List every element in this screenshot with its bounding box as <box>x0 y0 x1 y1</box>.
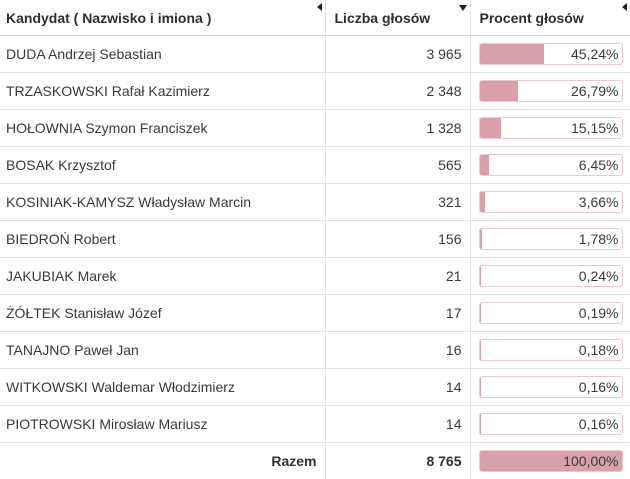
percent-bar: 100,00% <box>478 450 623 472</box>
percent-value: 0,18% <box>578 342 619 358</box>
percent-value: 26,79% <box>571 83 619 99</box>
percent-value: 45,24% <box>571 46 619 62</box>
percent-value: 0,16% <box>578 379 619 395</box>
vote-count: 14 <box>325 405 471 443</box>
table-row: HOŁOWNIA Szymon Franciszek 1 328 15,15% <box>0 109 630 147</box>
total-label: Razem <box>0 442 326 479</box>
header-votes[interactable]: Liczba głosów <box>325 0 471 36</box>
vote-count: 565 <box>325 146 471 184</box>
percent-bar: 1,78% <box>478 228 623 250</box>
header-candidate-label: Kandydat ( Nazwisko i imiona ) <box>6 9 212 26</box>
total-votes: 8 765 <box>325 442 471 479</box>
percent-bar: 0,24% <box>478 265 623 287</box>
header-row: Kandydat ( Nazwisko i imiona ) Liczba gł… <box>0 0 630 36</box>
percent-cell: 15,15% <box>470 109 630 147</box>
vote-count: 14 <box>325 368 471 406</box>
table-row: KOSINIAK-KAMYSZ Władysław Marcin 321 3,66% <box>0 183 630 221</box>
vote-count: 2 348 <box>325 72 471 110</box>
total-percent-cell: 100,00% <box>470 442 630 479</box>
table-row: BOSAK Krzysztof 565 6,45% <box>0 146 630 184</box>
sort-left-icon[interactable] <box>316 3 322 11</box>
header-percent-label: Procent głosów <box>479 9 584 26</box>
candidate-name: TANAJNO Paweł Jan <box>0 331 326 369</box>
header-percent[interactable]: Procent głosów <box>470 0 630 36</box>
percent-bar: 0,18% <box>478 339 623 361</box>
vote-count: 17 <box>325 294 471 332</box>
table-row: TRZASKOWSKI Rafał Kazimierz 2 348 26,79% <box>0 72 630 110</box>
percent-bar-fill <box>479 192 485 212</box>
percent-bar: 45,24% <box>478 43 623 65</box>
percent-bar: 26,79% <box>478 80 623 102</box>
table-row: BIEDROŃ Robert 156 1,78% <box>0 220 630 258</box>
percent-bar-fill <box>479 451 622 471</box>
candidate-name: KOSINIAK-KAMYSZ Władysław Marcin <box>0 183 326 221</box>
percent-value: 1,78% <box>578 231 619 247</box>
candidate-name: JAKUBIAK Marek <box>0 257 326 295</box>
percent-bar-fill <box>479 229 483 249</box>
table-row: DUDA Andrzej Sebastian 3 965 45,24% <box>0 35 630 73</box>
vote-count: 156 <box>325 220 471 258</box>
percent-cell: 0,16% <box>470 368 630 406</box>
percent-cell: 1,78% <box>470 220 630 258</box>
percent-cell: 0,24% <box>470 257 630 295</box>
percent-bar: 0,16% <box>478 376 623 398</box>
vote-count: 1 328 <box>325 109 471 147</box>
candidate-name: HOŁOWNIA Szymon Franciszek <box>0 109 326 147</box>
total-row: Razem 8 765 100,00% <box>0 442 630 479</box>
percent-bar-fill <box>479 81 518 101</box>
percent-bar: 3,66% <box>478 191 623 213</box>
total-percent: 100,00% <box>563 453 619 469</box>
percent-bar-fill <box>479 44 544 64</box>
table-row: PIOTROWSKI Mirosław Mariusz 14 0,16% <box>0 405 630 443</box>
percent-cell: 0,19% <box>470 294 630 332</box>
sort-desc-icon[interactable] <box>458 5 467 11</box>
vote-count: 21 <box>325 257 471 295</box>
percent-bar: 6,45% <box>478 154 623 176</box>
percent-value: 3,66% <box>578 194 619 210</box>
percent-bar-fill <box>479 155 489 175</box>
percent-cell: 26,79% <box>470 72 630 110</box>
candidate-name: TRZASKOWSKI Rafał Kazimierz <box>0 72 326 110</box>
table-row: ŻÓŁTEK Stanisław Józef 17 0,19% <box>0 294 630 332</box>
table-row: JAKUBIAK Marek 21 0,24% <box>0 257 630 295</box>
percent-cell: 0,18% <box>470 331 630 369</box>
header-candidate[interactable]: Kandydat ( Nazwisko i imiona ) <box>0 0 326 36</box>
candidate-name: DUDA Andrzej Sebastian <box>0 35 326 73</box>
percent-bar: 0,19% <box>478 302 623 324</box>
candidate-name: BOSAK Krzysztof <box>0 146 326 184</box>
percent-value: 0,16% <box>578 416 619 432</box>
percent-cell: 45,24% <box>470 35 630 73</box>
candidate-name: PIOTROWSKI Mirosław Mariusz <box>0 405 326 443</box>
percent-cell: 6,45% <box>470 146 630 184</box>
percent-bar-fill <box>479 118 501 138</box>
percent-value: 15,15% <box>571 120 619 136</box>
candidate-name: WITKOWSKI Waldemar Włodzimierz <box>0 368 326 406</box>
sort-left-icon[interactable] <box>621 3 627 11</box>
percent-cell: 3,66% <box>470 183 630 221</box>
percent-bar: 15,15% <box>478 117 623 139</box>
header-votes-label: Liczba głosów <box>334 9 431 26</box>
candidate-name: BIEDROŃ Robert <box>0 220 326 258</box>
vote-count: 321 <box>325 183 471 221</box>
percent-value: 6,45% <box>578 157 619 173</box>
table-row: TANAJNO Paweł Jan 16 0,18% <box>0 331 630 369</box>
table-row: WITKOWSKI Waldemar Włodzimierz 14 0,16% <box>0 368 630 406</box>
candidate-name: ŻÓŁTEK Stanisław Józef <box>0 294 326 332</box>
vote-count: 16 <box>325 331 471 369</box>
vote-count: 3 965 <box>325 35 471 73</box>
percent-cell: 0,16% <box>470 405 630 443</box>
percent-value: 0,24% <box>578 268 619 284</box>
percent-value: 0,19% <box>578 305 619 321</box>
percent-bar: 0,16% <box>478 413 623 435</box>
